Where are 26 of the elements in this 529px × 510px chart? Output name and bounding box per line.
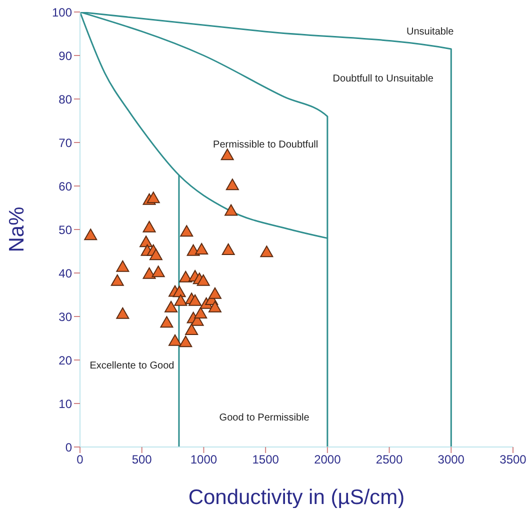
x-tick-label: 2500 [376, 452, 403, 467]
y-tick-label: 90 [58, 48, 72, 63]
y-tick-label: 40 [58, 266, 72, 280]
x-tick-label: 500 [132, 452, 152, 467]
annotation: Doubtfull to Unsuitable [332, 74, 434, 85]
y-tick-label: 0 [65, 440, 72, 454]
y-tick-label: 10 [58, 396, 72, 411]
x-tick-label: 1500 [252, 452, 280, 467]
annotation: Permissible to Doubtfull [213, 139, 318, 150]
annotation: Good to Permissible [219, 412, 310, 424]
annotation: Unsuitable [406, 26, 454, 38]
y-tick-label: 30 [58, 310, 72, 324]
y-axis-title: Na% [5, 206, 28, 252]
y-tick-label: 50 [58, 222, 72, 237]
annotation: Excellente to Good [90, 360, 174, 372]
x-tick-label: 0 [76, 452, 84, 467]
x-tick-label: 1000 [190, 452, 218, 467]
x-tick-label: 3500 [500, 452, 527, 467]
x-axis-title: Conductivity in (µS/cm) [188, 486, 405, 509]
y-tick-label: 70 [58, 136, 72, 150]
y-tick-label: 80 [58, 92, 72, 106]
y-tick-label: 20 [58, 353, 72, 368]
x-tick-label: 3000 [438, 452, 465, 467]
y-tick-label: 100 [52, 5, 72, 20]
y-tick-label: 60 [58, 179, 72, 194]
x-tick-label: 2000 [314, 452, 342, 467]
